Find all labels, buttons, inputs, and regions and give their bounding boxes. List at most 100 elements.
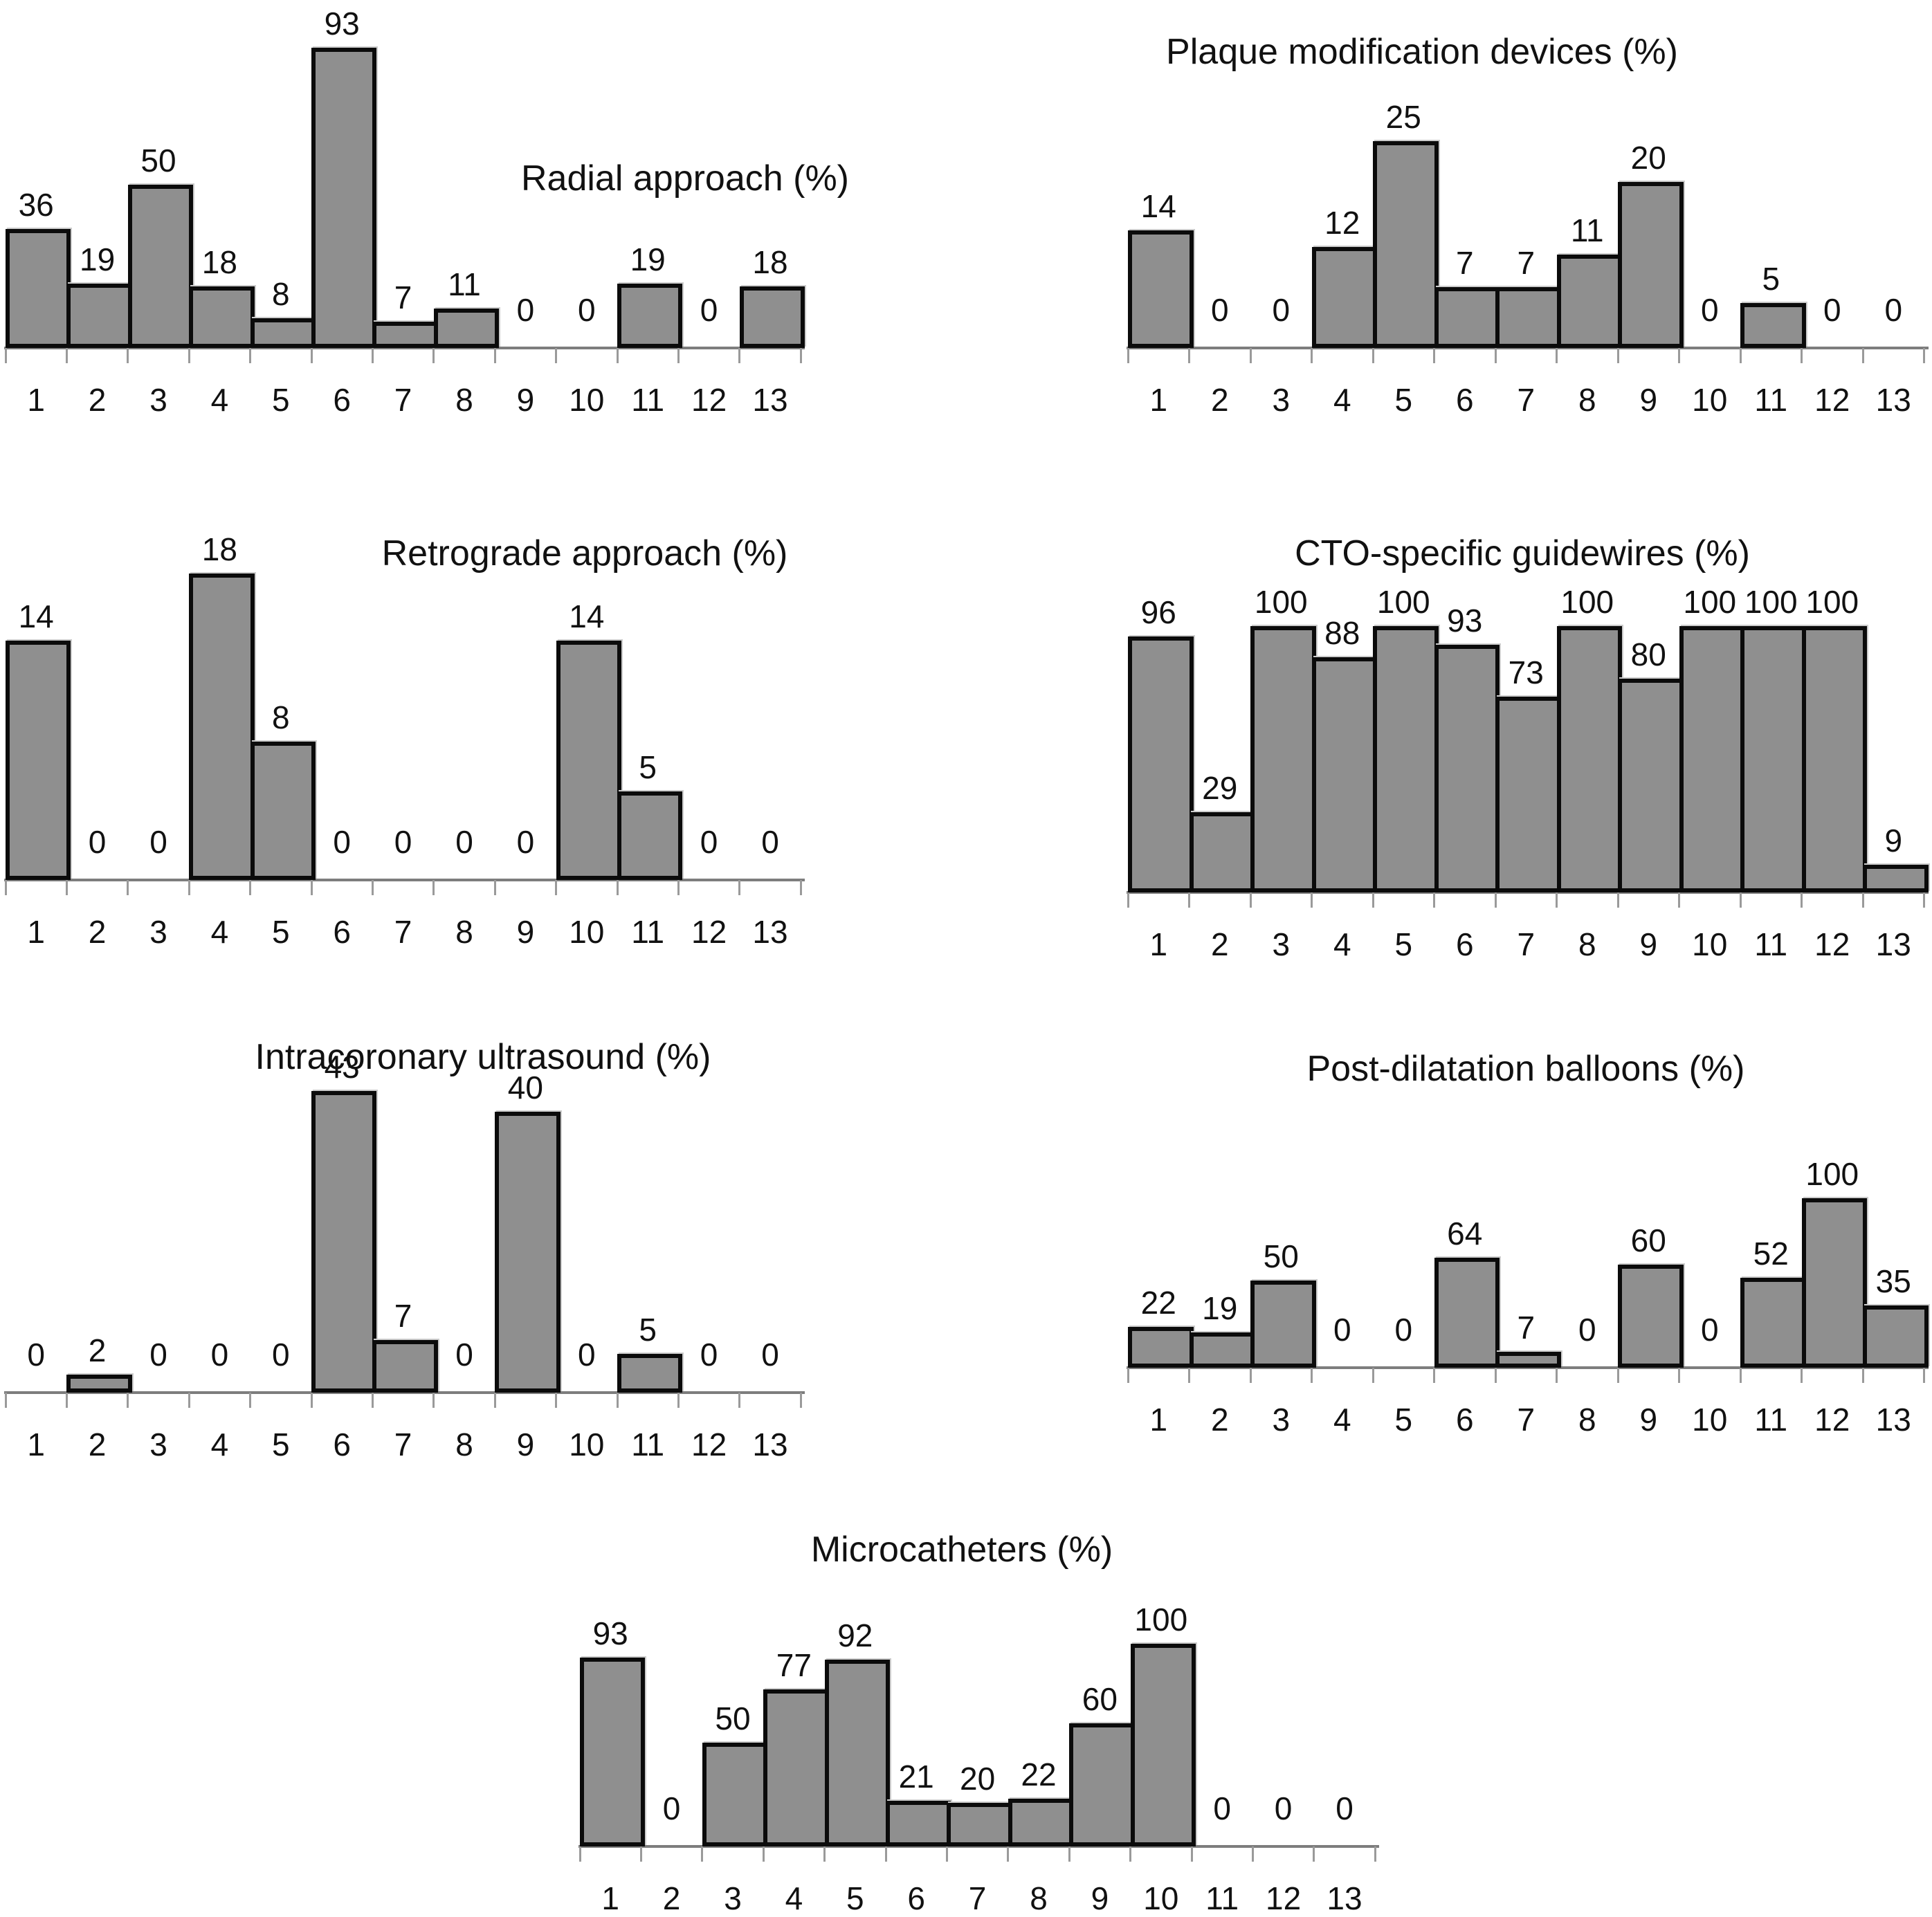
x-axis-label: 7 (1517, 1402, 1535, 1438)
x-axis-label: 3 (1272, 926, 1291, 962)
bar-value-label: 0 (578, 292, 596, 328)
x-axis-label: 3 (149, 382, 167, 418)
x-axis-label: 10 (1143, 1880, 1179, 1916)
chart-title: Post-dilatation balloons (%) (1306, 1049, 1745, 1089)
x-axis-label: 3 (149, 1427, 167, 1462)
bar-value-label: 88 (1324, 615, 1360, 651)
x-axis-tick (823, 1846, 826, 1862)
bar-value-label: 8 (272, 276, 290, 312)
x-axis-tick (1371, 348, 1374, 363)
x-axis-label: 4 (1333, 1402, 1351, 1438)
x-axis-tick (65, 1393, 68, 1408)
x-axis-tick (1374, 1846, 1376, 1862)
x-axis-tick (1556, 348, 1558, 363)
bar-value-label: 77 (776, 1647, 812, 1683)
x-axis-label: 7 (1517, 926, 1535, 962)
x-axis-tick (1494, 348, 1497, 363)
x-axis-label: 11 (1754, 1402, 1788, 1438)
x-axis-label: 3 (1272, 382, 1291, 418)
chart-title: Retrograde approach (%) (381, 533, 788, 574)
bar-value-label: 0 (1274, 1790, 1293, 1826)
x-axis-tick (310, 1393, 313, 1408)
bar-value-label: 7 (1455, 245, 1474, 281)
x-axis-label: 12 (691, 914, 727, 950)
x-axis-line (4, 879, 805, 881)
x-axis-label: 8 (1030, 1880, 1048, 1916)
bar-value-label: 5 (1762, 261, 1780, 297)
bar-value-label: 20 (960, 1761, 996, 1797)
x-axis-tick (493, 880, 496, 895)
bar-value-label: 0 (333, 824, 351, 860)
bar-value-label: 50 (140, 143, 176, 178)
x-axis-tick (1801, 892, 1803, 908)
x-axis-tick (1188, 348, 1190, 363)
x-axis-label: 6 (333, 914, 351, 950)
bar-value-label: 0 (1823, 292, 1841, 328)
x-axis-label: 5 (272, 1427, 290, 1462)
bar-value-label: 21 (898, 1759, 934, 1795)
x-axis-label: 1 (27, 382, 45, 418)
bar-value-label: 80 (1630, 636, 1666, 672)
bar (1250, 1281, 1316, 1368)
x-axis-tick (1556, 1368, 1558, 1383)
x-axis-label: 5 (1394, 926, 1413, 962)
x-axis-tick (578, 1846, 581, 1862)
bar-value-label: 14 (18, 598, 54, 634)
chart-title: Radial approach (%) (520, 158, 850, 199)
x-axis-line (4, 1391, 805, 1394)
bar-value-label: 43 (324, 1049, 360, 1085)
x-axis-label: 11 (1205, 1880, 1239, 1916)
bar (824, 1660, 890, 1846)
bar-value-label: 0 (1213, 1790, 1231, 1826)
x-axis-label: 12 (691, 382, 727, 418)
bar-value-label: 18 (201, 244, 237, 280)
x-axis-label: 8 (1578, 382, 1596, 418)
x-axis-tick (4, 1393, 7, 1408)
x-axis-label: 10 (1692, 382, 1728, 418)
bar (580, 1658, 646, 1846)
bar-value-label: 2 (88, 1332, 107, 1368)
bar (1495, 1352, 1561, 1368)
x-axis-tick (1678, 892, 1680, 908)
x-axis-tick (249, 880, 252, 895)
bar (1008, 1799, 1074, 1846)
x-axis-label: 4 (210, 1427, 229, 1462)
x-axis-label: 9 (516, 382, 535, 418)
bar (1863, 1305, 1929, 1368)
bar (311, 48, 377, 348)
x-axis-label: 5 (1394, 1402, 1413, 1438)
x-axis-label: 8 (1578, 926, 1596, 962)
chart-title: Microcatheters (%) (810, 1530, 1113, 1570)
x-axis-label: 9 (516, 914, 535, 950)
bar-value-label: 100 (1254, 584, 1308, 620)
x-axis-tick (1861, 892, 1864, 908)
x-axis-label: 1 (1149, 1402, 1168, 1438)
x-axis-tick (1739, 1368, 1742, 1383)
bar-value-label: 0 (662, 1790, 681, 1826)
chart-title: CTO-specific guidewires (%) (1295, 533, 1750, 574)
bar-value-label: 7 (1517, 1310, 1535, 1346)
x-axis-label: 11 (631, 1427, 665, 1462)
x-axis-tick (799, 348, 802, 363)
bar-value-label: 100 (1683, 584, 1737, 620)
x-axis-label: 9 (516, 1427, 535, 1462)
x-axis-tick (188, 880, 190, 895)
bar-value-label: 100 (1134, 1602, 1188, 1638)
x-axis-label: 5 (272, 914, 290, 950)
bar (702, 1743, 768, 1846)
x-axis-line (1127, 347, 1929, 349)
bar-value-label: 18 (752, 244, 788, 280)
x-axis-label: 4 (210, 914, 229, 950)
bar-value-label: 8 (272, 699, 290, 735)
x-axis-tick (1739, 892, 1742, 908)
x-axis-label: 10 (569, 914, 605, 950)
bar-value-label: 0 (1210, 292, 1229, 328)
x-axis-tick (1801, 348, 1803, 363)
x-axis-label: 1 (601, 1880, 619, 1916)
x-axis-label: 2 (1210, 926, 1229, 962)
x-axis-label: 6 (907, 1880, 925, 1916)
bar (1069, 1723, 1135, 1846)
